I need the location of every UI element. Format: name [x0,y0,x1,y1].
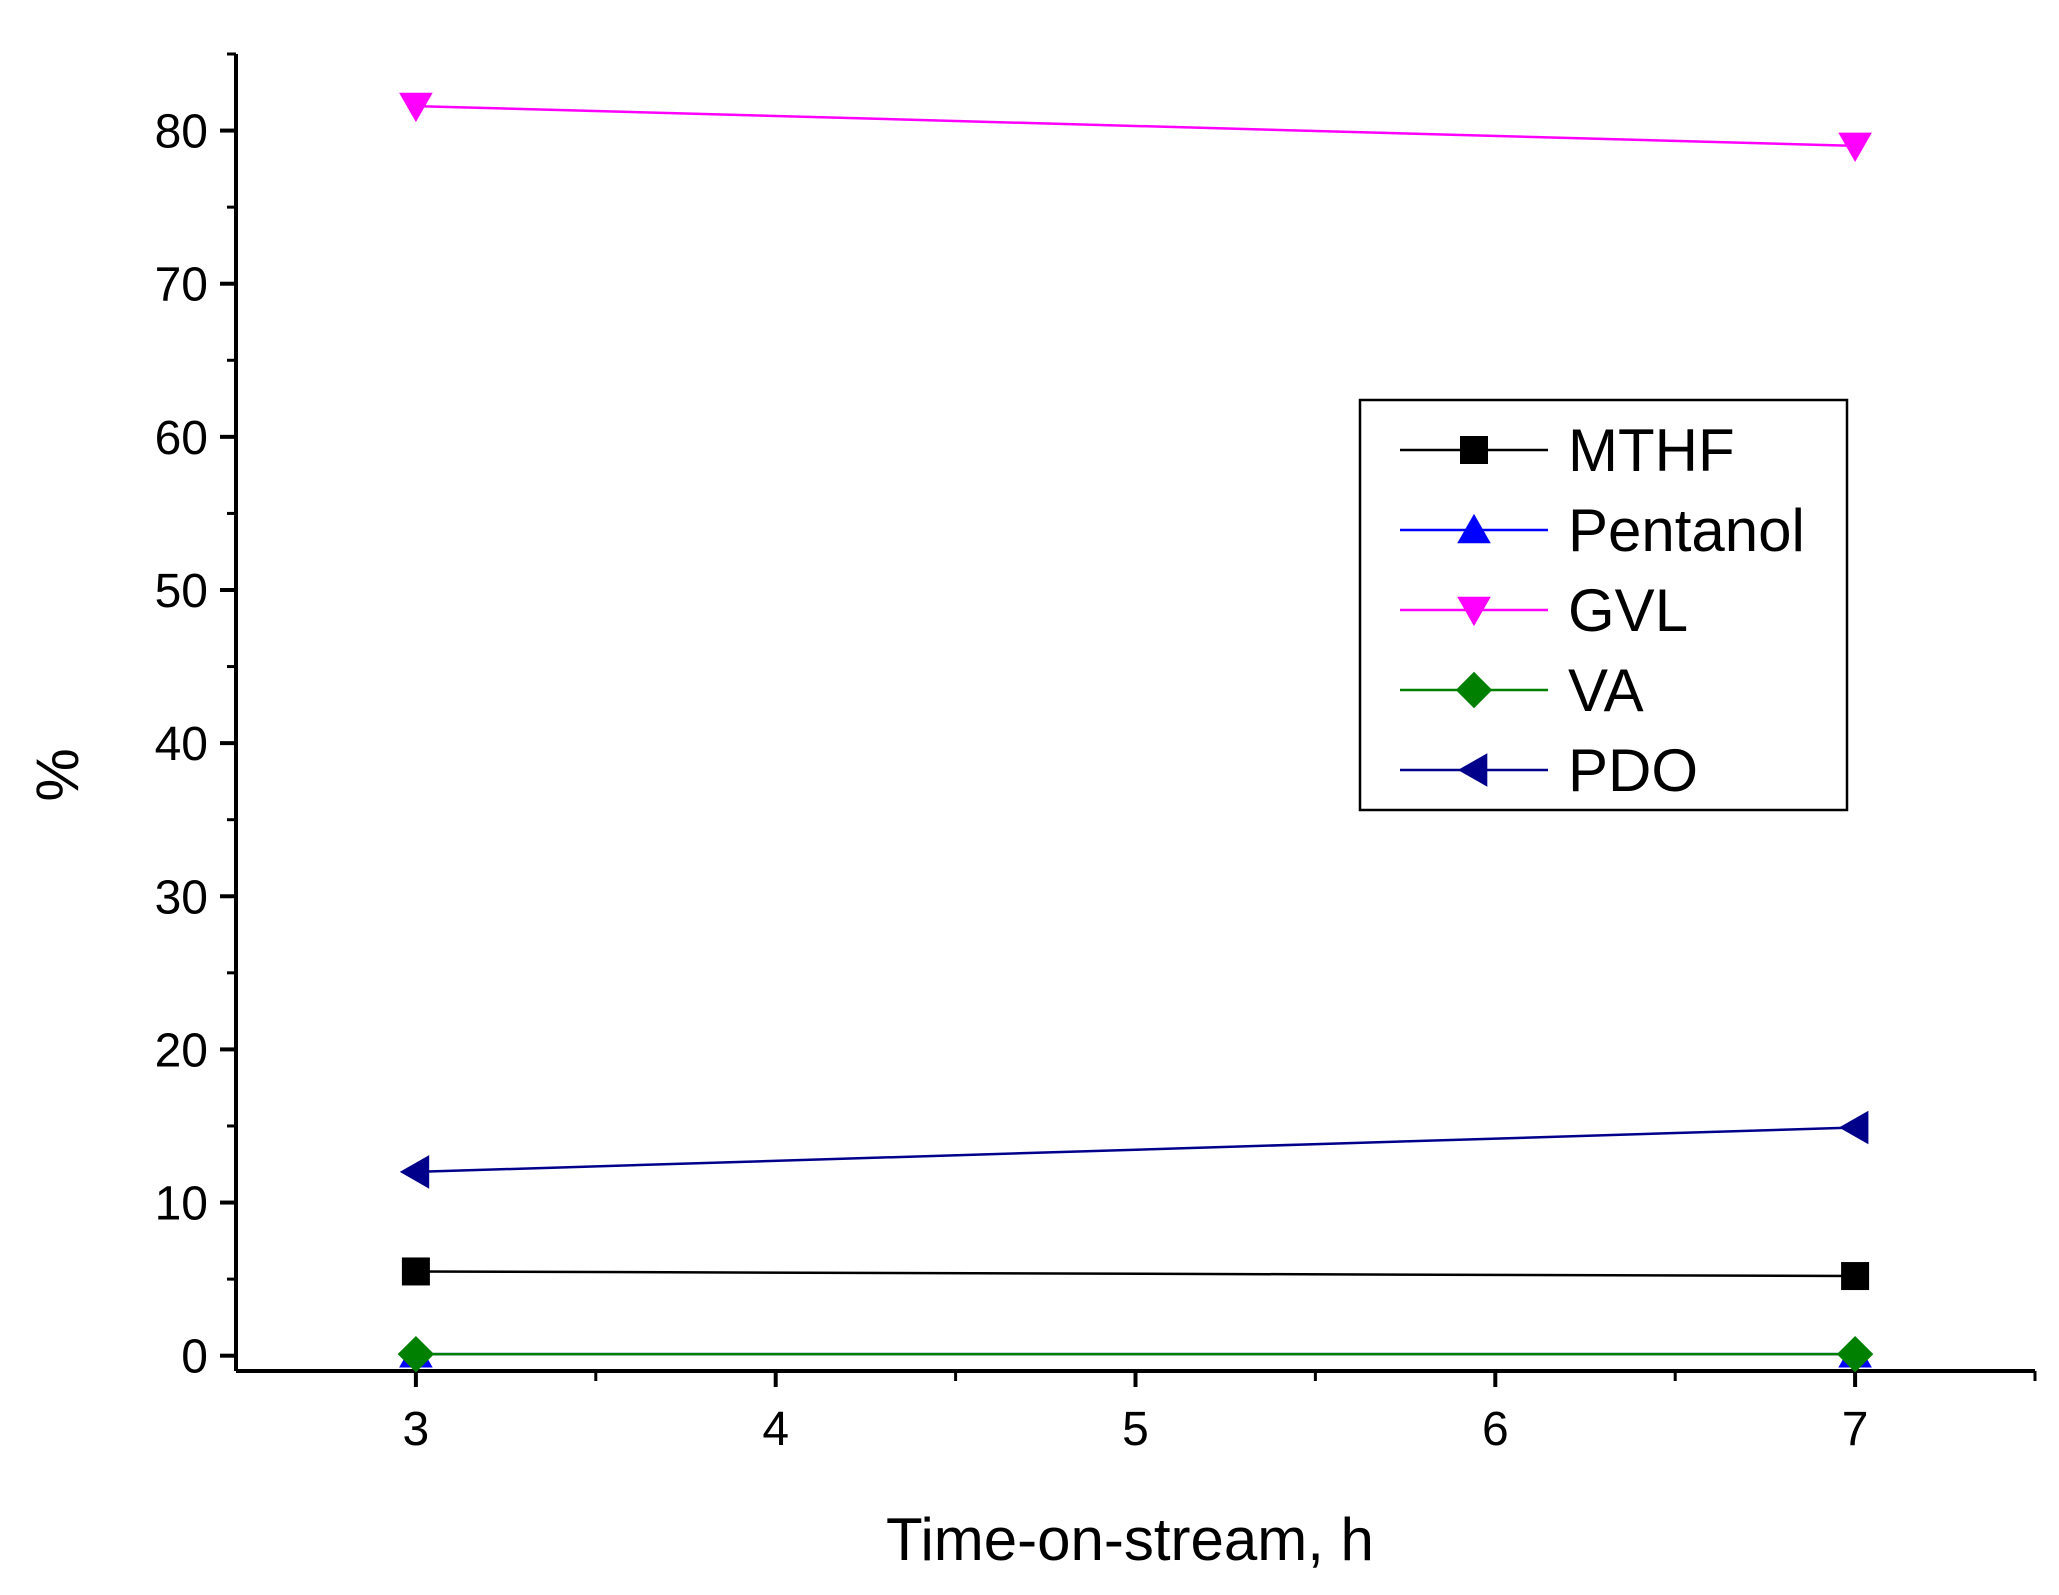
legend-label-pentanol: Pentanol [1568,497,1805,564]
axis-ticks: 0 10 20 30 40 50 60 70 80 3 4 5 6 7 [155,52,2037,1456]
legend-box [1358,398,1849,812]
x-tick-label-7: 7 [1842,1403,1869,1456]
data-point-va-3 [397,1335,435,1373]
legend-marker-gvl [1457,596,1491,627]
series-mthf [401,1257,1870,1291]
series-line-gvl [415,104,1856,148]
legend-marker-mthf [1460,436,1488,464]
legend-marker-pentanol [1457,513,1491,544]
data-point-gvl-3 [399,92,433,123]
x-tick-label-4: 4 [762,1403,789,1456]
series-line-mthf [415,1270,1856,1278]
y-tick-label-60: 60 [155,412,208,465]
data-point-mthf-3 [401,1257,430,1286]
x-axis-title: Time-on-stream, h [886,1506,1374,1573]
x-tick-label-3: 3 [403,1403,430,1456]
series-pdo [399,1110,1869,1189]
y-tick-label-50: 50 [155,565,208,618]
data-point-va-7 [1836,1335,1874,1373]
series-gvl [399,92,1872,162]
legend-label-va: VA [1568,657,1644,724]
y-tick-label-30: 30 [155,871,208,924]
series-group [397,92,1874,1373]
data-point-mthf-7 [1841,1262,1870,1291]
y-tick-label-10: 10 [155,1178,208,1231]
y-tick-label-0: 0 [181,1331,208,1384]
x-tick-label-6: 6 [1482,1403,1509,1456]
y-axis-title: % [24,748,91,801]
legend: MTHF Pentanol GVL VA PDO [1358,398,1849,812]
series-pentanol [399,1338,1872,1368]
y-tick-label-80: 80 [155,106,208,159]
series-line-pdo [415,1126,1856,1174]
legend-marker-pdo [1457,753,1488,787]
legend-label-pdo: PDO [1568,737,1698,804]
y-tick-label-70: 70 [155,259,208,312]
legend-label-mthf: MTHF [1568,417,1735,484]
data-point-gvl-7 [1838,132,1872,162]
data-point-pdo-7 [1839,1110,1869,1145]
y-tick-label-20: 20 [155,1024,208,1077]
legend-label-gvl: GVL [1568,577,1688,644]
series-va [397,1335,1874,1373]
legend-marker-va [1455,671,1493,709]
data-point-pdo-3 [399,1155,430,1189]
x-tick-label-5: 5 [1122,1403,1149,1456]
y-tick-label-40: 40 [155,718,208,771]
